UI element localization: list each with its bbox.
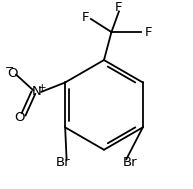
Text: Br: Br	[56, 156, 70, 169]
Text: F: F	[81, 11, 89, 24]
Text: O: O	[15, 112, 25, 125]
Text: N: N	[32, 85, 41, 98]
Text: F: F	[115, 1, 123, 14]
Text: O: O	[7, 67, 18, 80]
Text: −: −	[5, 63, 14, 73]
Text: +: +	[38, 83, 47, 93]
Text: Br: Br	[123, 156, 137, 169]
Text: F: F	[145, 26, 153, 39]
